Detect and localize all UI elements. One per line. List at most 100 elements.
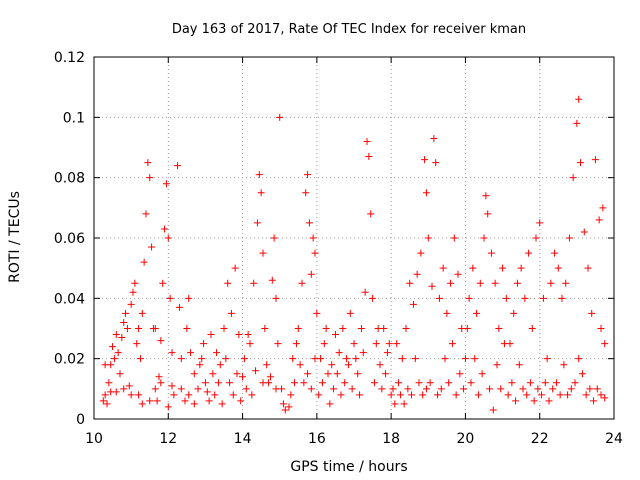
data-point bbox=[495, 325, 503, 332]
data-point bbox=[443, 309, 451, 317]
data-point bbox=[330, 385, 338, 393]
data-point bbox=[157, 337, 165, 345]
data-point bbox=[404, 385, 412, 393]
data-point bbox=[435, 294, 443, 302]
data-point bbox=[155, 373, 163, 381]
data-point bbox=[305, 219, 313, 227]
plot-frame bbox=[93, 56, 615, 420]
data-point bbox=[452, 391, 460, 399]
data-point bbox=[391, 400, 399, 408]
data-point bbox=[276, 113, 284, 121]
data-point bbox=[148, 243, 156, 251]
data-point bbox=[538, 391, 546, 399]
data-point bbox=[335, 349, 343, 357]
data-point bbox=[198, 355, 206, 363]
x-tick-label: 10 bbox=[85, 431, 103, 447]
data-point bbox=[489, 406, 497, 414]
x-tick-label: 14 bbox=[234, 431, 252, 447]
data-point bbox=[378, 385, 386, 393]
x-axis-label: GPS time / hours bbox=[290, 459, 407, 475]
data-point bbox=[162, 180, 170, 188]
data-point bbox=[313, 309, 321, 317]
data-point bbox=[428, 282, 436, 290]
data-point bbox=[588, 309, 596, 317]
data-point bbox=[168, 349, 176, 357]
data-point bbox=[352, 355, 360, 363]
data-point bbox=[357, 325, 365, 332]
data-point bbox=[164, 403, 172, 411]
data-point bbox=[318, 379, 326, 387]
data-point bbox=[382, 370, 390, 378]
data-point bbox=[402, 325, 410, 332]
data-point bbox=[270, 234, 278, 242]
data-point bbox=[311, 355, 319, 363]
data-point bbox=[170, 391, 178, 399]
data-point bbox=[341, 379, 349, 387]
data-point bbox=[356, 391, 364, 399]
data-point bbox=[129, 288, 137, 296]
data-point bbox=[519, 385, 527, 393]
data-point bbox=[307, 385, 315, 393]
data-point bbox=[571, 379, 579, 387]
data-point bbox=[476, 279, 484, 287]
data-point bbox=[478, 370, 486, 378]
data-point bbox=[200, 340, 208, 348]
y-tick-label: 0.06 bbox=[54, 231, 85, 247]
data-point bbox=[112, 331, 120, 339]
data-point bbox=[523, 391, 531, 399]
data-point bbox=[174, 162, 182, 170]
data-point bbox=[474, 391, 482, 399]
data-point bbox=[344, 361, 352, 369]
data-point bbox=[177, 355, 185, 363]
data-point bbox=[348, 385, 356, 393]
data-point bbox=[268, 276, 276, 284]
data-point bbox=[287, 391, 295, 399]
data-point bbox=[309, 234, 317, 242]
data-point bbox=[153, 397, 161, 405]
data-point bbox=[541, 379, 549, 387]
data-point bbox=[324, 370, 332, 378]
data-point bbox=[415, 379, 423, 387]
chart-title: Day 163 of 2017, Rate Of TEC Index for r… bbox=[172, 22, 526, 37]
y-tick-label: 0.04 bbox=[54, 291, 85, 307]
data-point bbox=[196, 361, 204, 369]
data-point bbox=[363, 137, 371, 145]
data-point bbox=[599, 204, 607, 212]
data-point bbox=[261, 325, 269, 332]
data-point bbox=[487, 249, 495, 257]
data-point bbox=[597, 325, 605, 332]
data-point bbox=[393, 340, 401, 348]
data-point bbox=[400, 400, 408, 408]
data-point bbox=[120, 318, 128, 326]
data-point bbox=[211, 391, 219, 399]
data-point bbox=[343, 355, 351, 363]
data-point bbox=[218, 400, 226, 408]
data-point bbox=[580, 228, 588, 236]
data-point bbox=[266, 373, 274, 381]
data-point bbox=[187, 349, 195, 357]
data-point bbox=[551, 249, 559, 257]
data-point bbox=[441, 355, 449, 363]
data-point bbox=[224, 279, 232, 287]
x-tick-label: 20 bbox=[457, 431, 475, 447]
data-point bbox=[302, 189, 310, 197]
data-point bbox=[593, 385, 601, 393]
y-tick-label: 0.02 bbox=[54, 352, 85, 368]
data-point bbox=[237, 397, 245, 405]
data-point bbox=[530, 397, 538, 405]
data-point bbox=[177, 385, 185, 393]
data-point bbox=[497, 385, 505, 393]
data-point bbox=[190, 400, 198, 408]
data-point bbox=[131, 279, 139, 287]
data-point bbox=[504, 391, 512, 399]
data-point bbox=[408, 391, 416, 399]
data-point bbox=[164, 234, 172, 242]
data-point bbox=[252, 367, 260, 375]
data-point bbox=[300, 379, 308, 387]
data-point bbox=[387, 391, 395, 399]
data-point bbox=[417, 249, 425, 257]
data-point bbox=[190, 370, 198, 378]
data-point bbox=[125, 382, 133, 390]
data-point bbox=[235, 331, 243, 339]
y-axis-label: ROTI / TECUs bbox=[7, 191, 23, 283]
